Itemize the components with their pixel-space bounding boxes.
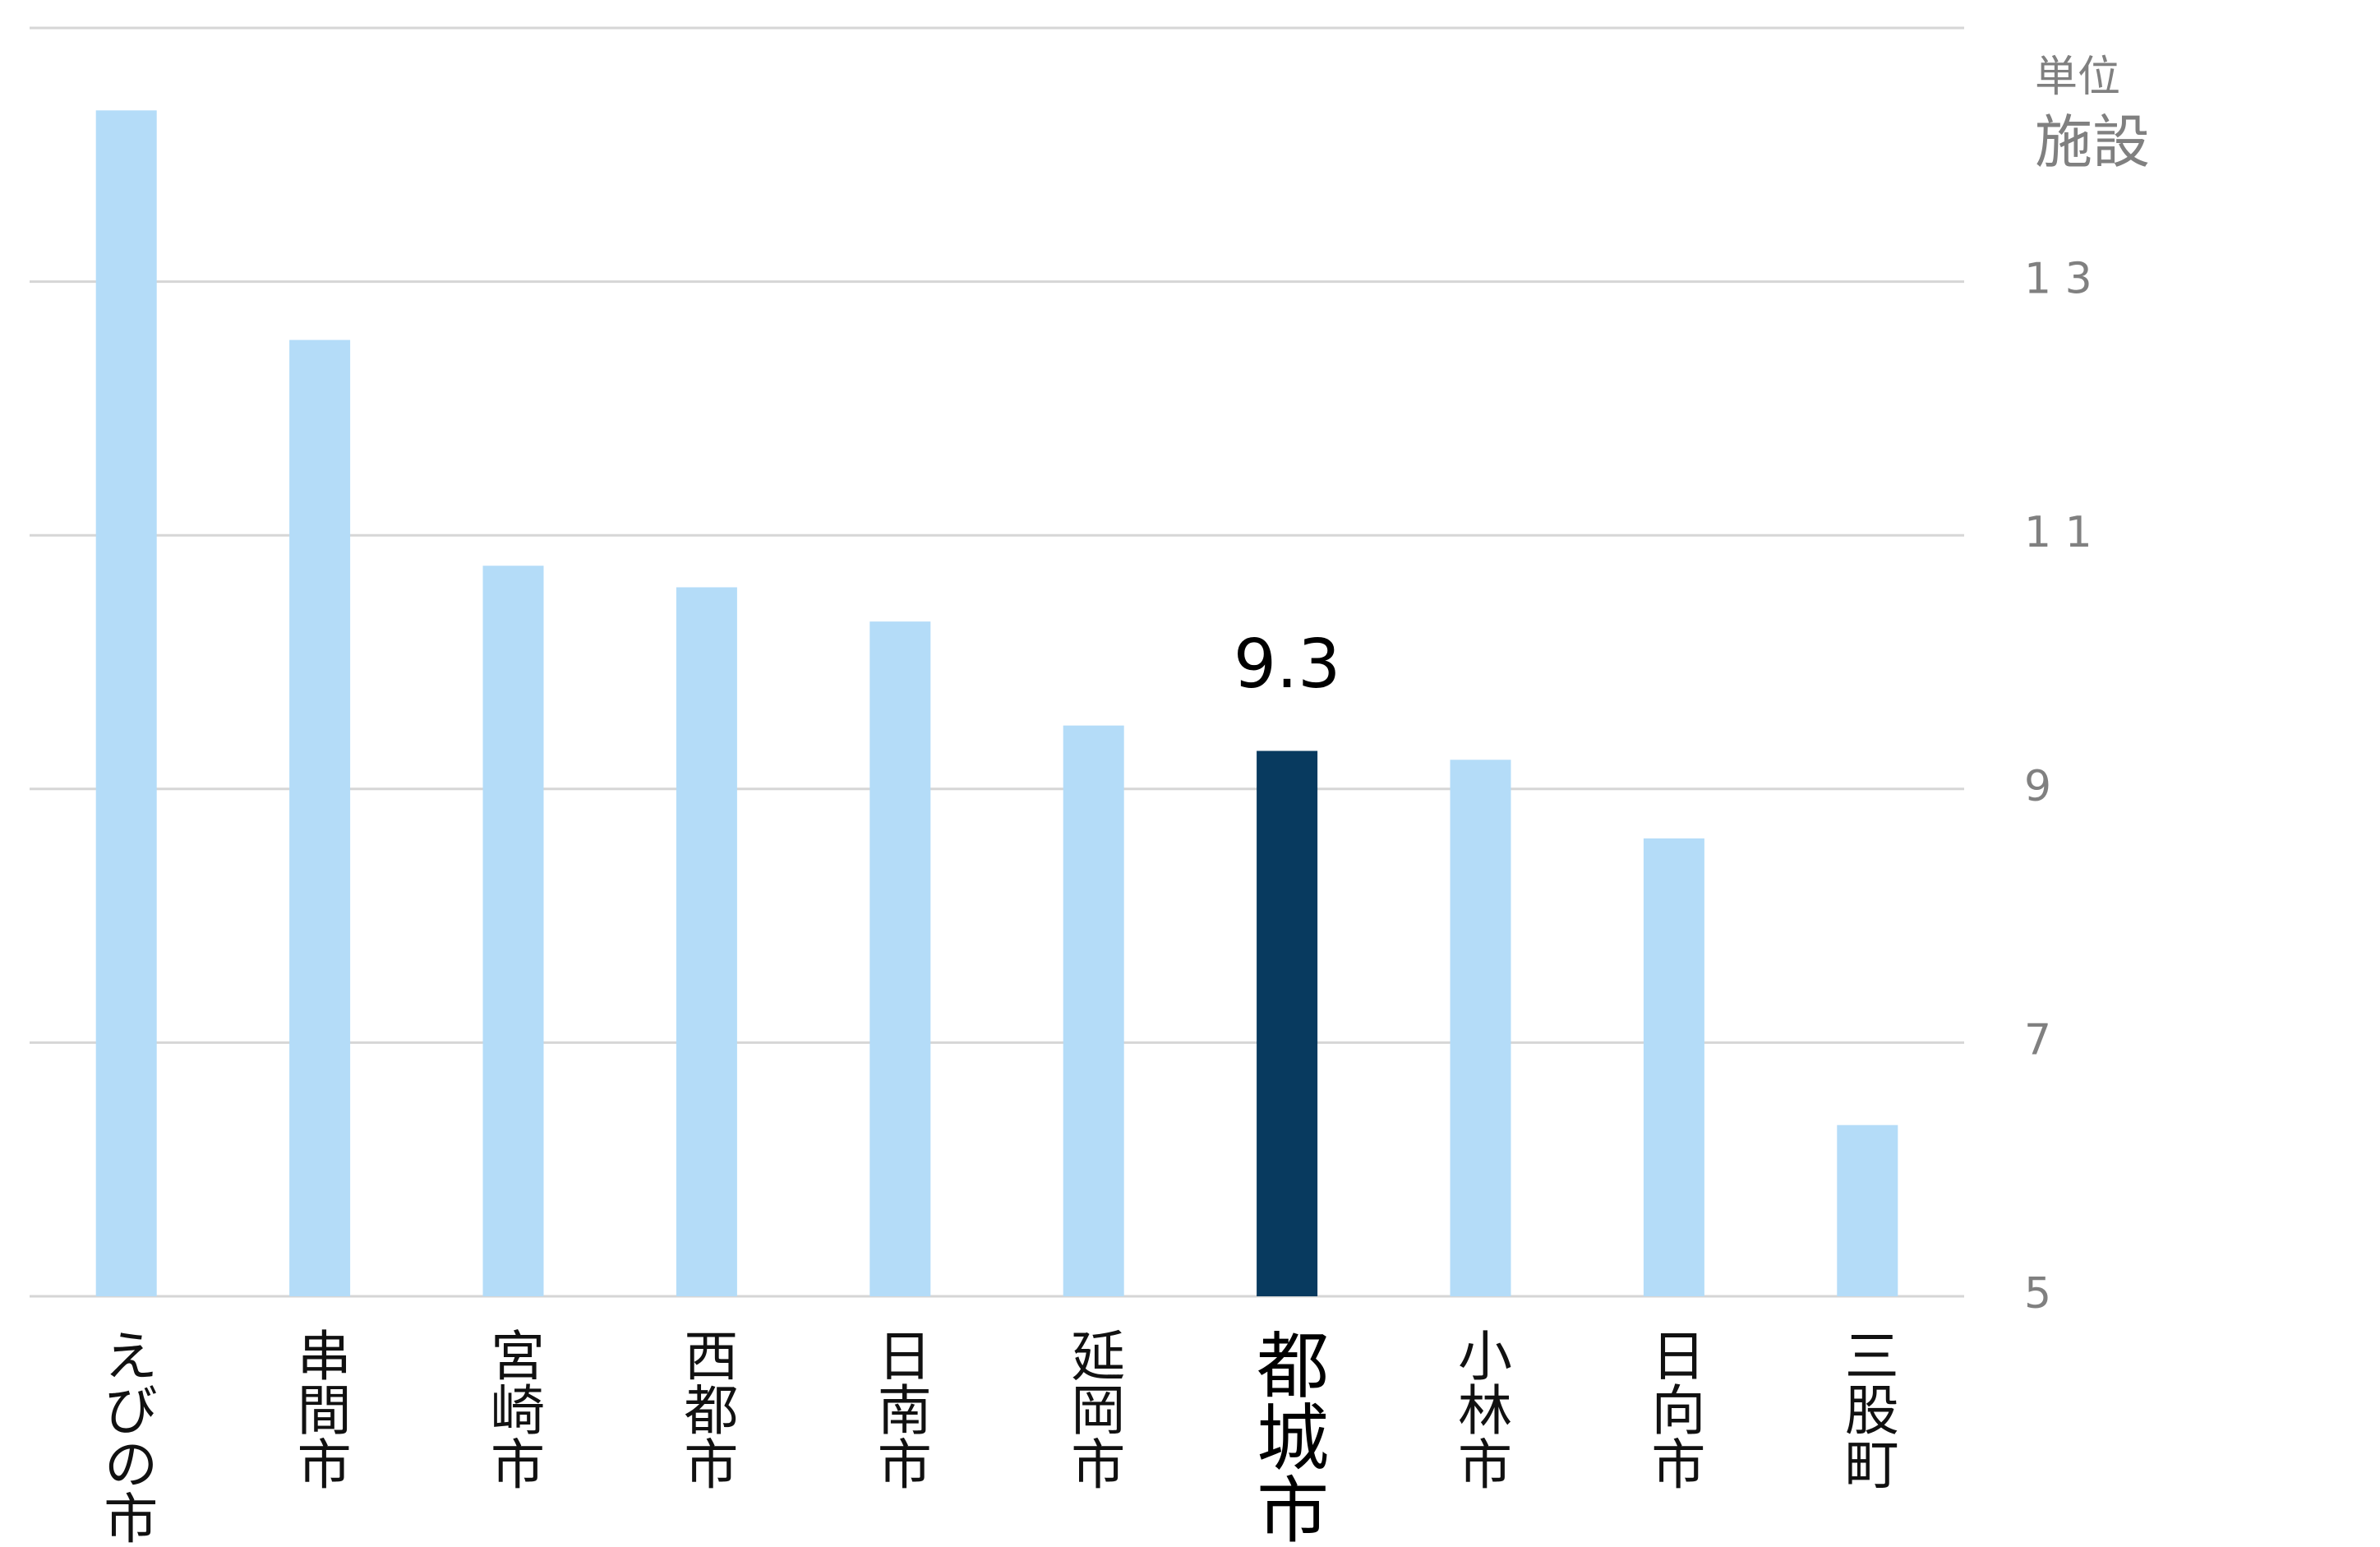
x-tick-label: えびの市 [95, 1328, 158, 1545]
x-tick-label: 日南市 [869, 1328, 932, 1490]
bar [1063, 725, 1124, 1296]
bar [676, 587, 737, 1296]
x-tick-label: 日向市 [1642, 1328, 1705, 1490]
bar [869, 621, 931, 1296]
bar [1643, 838, 1704, 1296]
y-tick-label: 1 3 [2024, 255, 2092, 304]
y-tick-label: 1 1 [2024, 508, 2092, 557]
bar [1450, 760, 1511, 1296]
x-tick-label: 宮崎市 [482, 1328, 545, 1490]
value-label: 9.3 [1234, 626, 1340, 704]
x-tick-label: 小林市 [1449, 1328, 1512, 1490]
bar [482, 566, 544, 1296]
y-tick-label: 9 [2024, 762, 2051, 811]
bar [1257, 750, 1318, 1296]
unit: 施設 [2035, 109, 2150, 176]
bar [1837, 1124, 1898, 1296]
x-tick-label: 三股町 [1836, 1328, 1899, 1490]
unit-label: 単位 [2035, 53, 2120, 102]
x-tick-label: 都城市 [1245, 1328, 1330, 1545]
y-tick-label: 5 [2024, 1269, 2051, 1318]
x-tick-label: 串間市 [288, 1328, 352, 1490]
bar [289, 339, 351, 1296]
bar [95, 110, 157, 1296]
x-tick-label: 延岡市 [1062, 1328, 1125, 1490]
x-tick-label: 西都市 [675, 1328, 738, 1490]
y-tick-label: 7 [2024, 1015, 2051, 1064]
